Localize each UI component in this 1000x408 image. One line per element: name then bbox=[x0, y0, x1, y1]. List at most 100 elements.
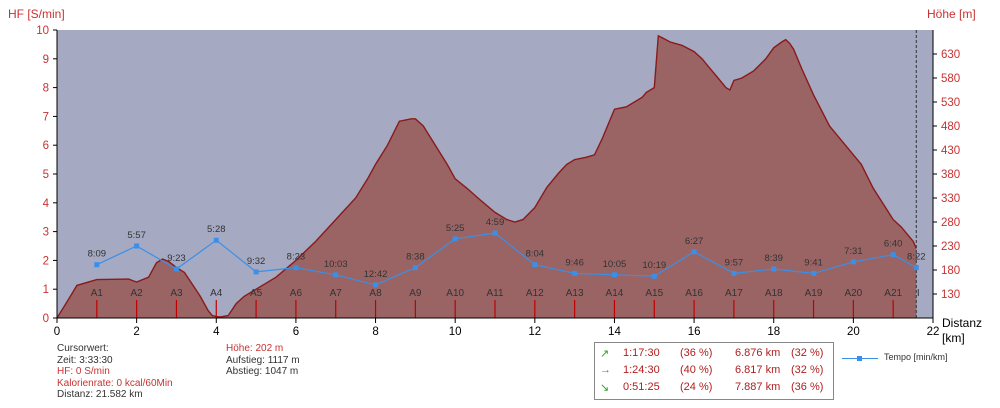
left-tick-label: 10 bbox=[36, 25, 49, 37]
tempo-label: 6:27 bbox=[685, 236, 704, 247]
altitude-descent: Abstieg: 1047 m bbox=[226, 366, 299, 377]
section-label: A14 bbox=[606, 288, 624, 299]
left-tick-label: 1 bbox=[43, 284, 49, 296]
stats-time-percent: (24 %) bbox=[680, 381, 713, 393]
legend-tempo-marker bbox=[857, 356, 862, 361]
downhill-arrow-icon: ↘ bbox=[600, 382, 610, 394]
x-tick-label: 0 bbox=[54, 326, 60, 338]
tempo-point bbox=[134, 243, 140, 249]
section-label: A6 bbox=[290, 288, 303, 299]
x-tick-label: 2 bbox=[133, 326, 139, 338]
tempo-point bbox=[691, 249, 697, 255]
tempo-point bbox=[333, 272, 339, 278]
cursor-time: Zeit: 3:33:30 bbox=[57, 354, 113, 366]
section-label: A3 bbox=[170, 288, 183, 299]
tempo-label: 5:28 bbox=[207, 224, 226, 235]
stats-row-flat: → 1:24:30 (40 %) 6.817 km (32 %) bbox=[595, 364, 833, 380]
section-label: A10 bbox=[446, 288, 464, 299]
stats-time: 0:51:25 bbox=[623, 381, 660, 393]
stats-time-percent: (36 %) bbox=[680, 347, 713, 359]
altitude-current: Höhe: 202 m bbox=[226, 343, 284, 354]
right-tick-label: 580 bbox=[941, 73, 960, 85]
tempo-label: 4:59 bbox=[486, 217, 505, 228]
stats-row-downhill: ↘ 0:51:25 (24 %) 7.887 km (36 %) bbox=[595, 381, 833, 397]
section-label: A2 bbox=[131, 288, 144, 299]
x-tick-label: 20 bbox=[847, 326, 860, 338]
elevation-line bbox=[56, 34, 917, 319]
right-tick-label: 180 bbox=[941, 265, 960, 277]
stats-distance-percent: (36 %) bbox=[791, 381, 824, 393]
tempo-label: 6:40 bbox=[884, 239, 903, 250]
left-tick-label: 3 bbox=[43, 227, 49, 239]
stats-distance-percent: (32 %) bbox=[791, 347, 824, 359]
section-label: A9 bbox=[409, 288, 422, 299]
tempo-label: 9:41 bbox=[804, 257, 823, 268]
tempo-label: 5:25 bbox=[446, 223, 465, 234]
tempo-point bbox=[412, 265, 418, 271]
tempo-line bbox=[96, 232, 917, 286]
tempo-point bbox=[771, 266, 777, 272]
section-label: A16 bbox=[685, 288, 703, 299]
x-tick-label: 4 bbox=[213, 326, 220, 338]
right-tick-label: 380 bbox=[941, 169, 960, 181]
legend-tempo-label: Tempo [min/km] bbox=[884, 352, 948, 362]
stats-distance-percent: (32 %) bbox=[791, 364, 824, 376]
tempo-point bbox=[253, 269, 259, 275]
x-tick-label: 18 bbox=[767, 326, 780, 338]
section-label: A5 bbox=[250, 288, 263, 299]
tempo-label: 5:57 bbox=[127, 230, 146, 241]
section-label: A4 bbox=[210, 288, 223, 299]
left-tick-label: 7 bbox=[43, 111, 49, 123]
tempo-point bbox=[532, 262, 538, 268]
cursor-info-panel: Cursorwert: Zeit: 3:33:30 HF: 0 S/min Ka… bbox=[57, 343, 173, 401]
section-label: A21 bbox=[884, 288, 902, 299]
cursor-calorie-rate: Kalorienrate: 0 kcal/60Min bbox=[57, 377, 173, 389]
altitude-info-panel: Höhe: 202 m Aufstieg: 1117 m Abstieg: 10… bbox=[226, 343, 300, 378]
section-label: A18 bbox=[765, 288, 783, 299]
stats-distance: 6.876 km bbox=[735, 347, 781, 359]
section-label: A7 bbox=[330, 288, 343, 299]
right-tick-label: 280 bbox=[941, 217, 960, 229]
cursor-distance: Distanz: 21.582 km bbox=[57, 389, 143, 400]
section-label: A17 bbox=[725, 288, 743, 299]
tempo-point bbox=[651, 273, 657, 279]
right-tick-label: 130 bbox=[941, 289, 960, 301]
left-tick-label: 9 bbox=[43, 54, 49, 66]
x-axis-title: Distanz bbox=[942, 316, 982, 330]
cursor-heart-rate: HF: 0 S/min bbox=[57, 366, 110, 377]
section-label: A19 bbox=[805, 288, 823, 299]
section-label: I bbox=[917, 288, 920, 299]
tempo-point bbox=[572, 270, 578, 276]
elevation-area bbox=[57, 35, 917, 319]
cursor-heading: Cursorwert: bbox=[57, 343, 109, 354]
tempo-point bbox=[452, 236, 458, 242]
stats-distance: 7.887 km bbox=[735, 381, 781, 393]
x-tick-label: 14 bbox=[608, 326, 621, 338]
tempo-label: 10:19 bbox=[642, 260, 666, 271]
right-axis-title: Höhe [m] bbox=[927, 7, 976, 21]
tempo-label: 9:57 bbox=[725, 257, 744, 268]
left-tick-label: 2 bbox=[43, 255, 49, 267]
tempo-label: 10:05 bbox=[603, 259, 627, 270]
tempo-label: 8:04 bbox=[526, 249, 545, 260]
stats-time-percent: (40 %) bbox=[680, 364, 713, 376]
tempo-point bbox=[213, 237, 219, 243]
tempo-point bbox=[811, 270, 817, 276]
tempo-point bbox=[492, 230, 498, 236]
stats-distance: 6.817 km bbox=[735, 364, 781, 376]
left-tick-label: 0 bbox=[43, 313, 49, 325]
tempo-point bbox=[373, 282, 379, 288]
tempo-label: 8:22 bbox=[907, 252, 926, 263]
tempo-label: 8:39 bbox=[764, 253, 783, 264]
tempo-point bbox=[94, 262, 100, 268]
right-tick-label: 530 bbox=[941, 97, 960, 109]
right-tick-label: 330 bbox=[941, 193, 960, 205]
tempo-point bbox=[611, 272, 617, 278]
section-label: A15 bbox=[645, 288, 663, 299]
stats-time: 1:17:30 bbox=[623, 347, 660, 359]
right-tick-label: 430 bbox=[941, 145, 960, 157]
x-tick-label: 22 bbox=[927, 326, 940, 338]
gradient-stats-box: ↗ 1:17:30 (36 %) 6.876 km (32 %) → 1:24:… bbox=[594, 342, 834, 400]
tempo-label: 8:09 bbox=[88, 249, 107, 260]
flat-arrow-icon: → bbox=[600, 364, 611, 376]
